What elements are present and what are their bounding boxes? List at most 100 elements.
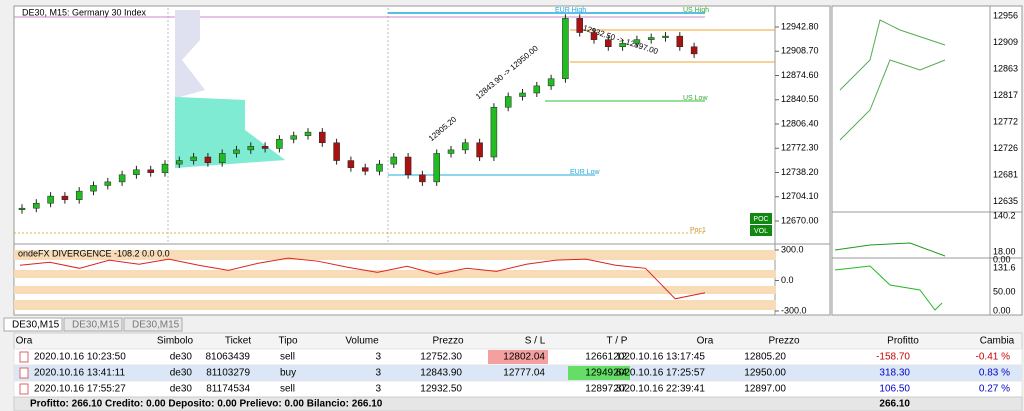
balance-summary: Profitto: 266.10 Credito: 0.00 Deposito:… (30, 399, 383, 410)
candle (75, 190, 83, 200)
chart-tab[interactable] (3, 317, 63, 332)
cell: 3 (375, 368, 381, 379)
mini-tick-label: 12681 (993, 169, 1018, 179)
chart-tab-label[interactable]: DE30,M15 (12, 320, 60, 331)
candle (247, 146, 255, 151)
candle (161, 163, 169, 173)
cell: 2020.10.16 17:55:27 (34, 384, 126, 395)
cell: 12932.50 (420, 384, 462, 395)
candle (33, 202, 40, 209)
poc-button-label[interactable]: POC (753, 216, 768, 223)
candle (462, 142, 469, 151)
cell: 12752.30 (420, 352, 462, 363)
cell: 2020.10.16 22:39:41 (613, 384, 705, 395)
zone (14, 286, 776, 294)
candle (547, 78, 555, 87)
y-tick-label: 12670.00 (781, 215, 819, 225)
cell: 12949.64 (585, 368, 627, 379)
cell: 3 (375, 352, 381, 363)
mini-tick-label: 12956 (993, 10, 1018, 20)
cell: 81174534 (206, 384, 250, 395)
candle (304, 131, 312, 136)
column-header: T / P (607, 336, 628, 347)
candle (662, 35, 669, 38)
zone (14, 300, 776, 310)
mini-tick-label: 12635 (993, 196, 1018, 206)
candle (690, 46, 698, 55)
cell: -0.41 % (976, 352, 1011, 363)
level-label: US Low (683, 95, 708, 102)
column-header: Ora (16, 336, 33, 347)
level-label: Poc1 (690, 227, 706, 234)
zone (14, 270, 776, 278)
cell: 2020.10.16 13:41:11 (34, 368, 125, 379)
mini-tick-label: 0.00 (993, 254, 1011, 264)
cell: -158.70 (876, 352, 910, 363)
y-tick-label: 12874.60 (781, 70, 819, 80)
candle (519, 92, 526, 97)
candle (104, 181, 112, 186)
candle (233, 149, 240, 154)
candle (590, 32, 598, 40)
candle (218, 153, 226, 163)
cell: 318.30 (879, 368, 910, 379)
candle (133, 169, 140, 176)
candle (390, 156, 398, 165)
candle (619, 42, 626, 48)
table-row[interactable] (13, 380, 1023, 398)
sl-cell (488, 350, 548, 364)
zone (14, 250, 776, 260)
cell: de30 (170, 352, 193, 363)
cell: sell (280, 352, 295, 363)
candle (18, 207, 26, 210)
column-header: Volume (345, 336, 379, 347)
column-header: Ora (697, 336, 714, 347)
mini-tick-label: 50.00 (993, 286, 1016, 296)
cell: 12950.00 (744, 368, 786, 379)
vol-button[interactable] (750, 225, 772, 236)
y-tick-label: 12772.30 (781, 143, 819, 153)
y-tick-label: 12840.50 (781, 94, 819, 104)
cell: buy (280, 368, 296, 379)
main-chart-frame (13, 5, 831, 316)
column-header: Prezzo (432, 336, 464, 347)
chart-tab-label[interactable]: DE30,M15 (132, 320, 180, 331)
cell: 2020.10.16 17:25:57 (613, 368, 705, 379)
order-icon (19, 367, 29, 379)
mini-band (839, 19, 946, 91)
chart-tab[interactable] (123, 317, 183, 332)
candle (190, 156, 197, 161)
candle (533, 85, 541, 94)
candle (319, 131, 326, 144)
candle (419, 174, 426, 183)
column-header: Tipo (278, 336, 298, 347)
mini-tick-label: 12863 (993, 63, 1018, 73)
mini-tick-label: 131.6 (993, 262, 1016, 272)
candle (676, 35, 684, 48)
cell: 81103279 (206, 368, 250, 379)
y-tick-label: 0.0 (781, 275, 794, 285)
mini-tick-label: 12909 (993, 37, 1018, 47)
candle (404, 156, 412, 176)
chart-tab-label[interactable]: DE30,M15 (72, 320, 120, 331)
column-header: Ticket (225, 336, 252, 347)
level-label: EUR High (555, 7, 586, 14)
chart-tab[interactable] (63, 317, 123, 332)
total-profit: 266.10 (879, 399, 910, 410)
cell: 12777.04 (503, 368, 545, 379)
mini-tick-label: 12817 (993, 90, 1018, 100)
candle (447, 149, 455, 154)
poc-button[interactable] (750, 213, 772, 224)
candle (376, 163, 383, 172)
candle (647, 37, 655, 40)
y-tick-label: 12738.20 (781, 167, 819, 177)
candle (476, 142, 483, 158)
cell: de30 (170, 384, 193, 395)
candle (47, 195, 54, 204)
candle (61, 195, 69, 200)
level-label: US High (683, 7, 709, 14)
cell: 12843.90 (420, 368, 462, 379)
vol-button-label[interactable]: VOL (754, 228, 768, 235)
column-header: Prezzo (768, 336, 800, 347)
candle (562, 18, 569, 80)
